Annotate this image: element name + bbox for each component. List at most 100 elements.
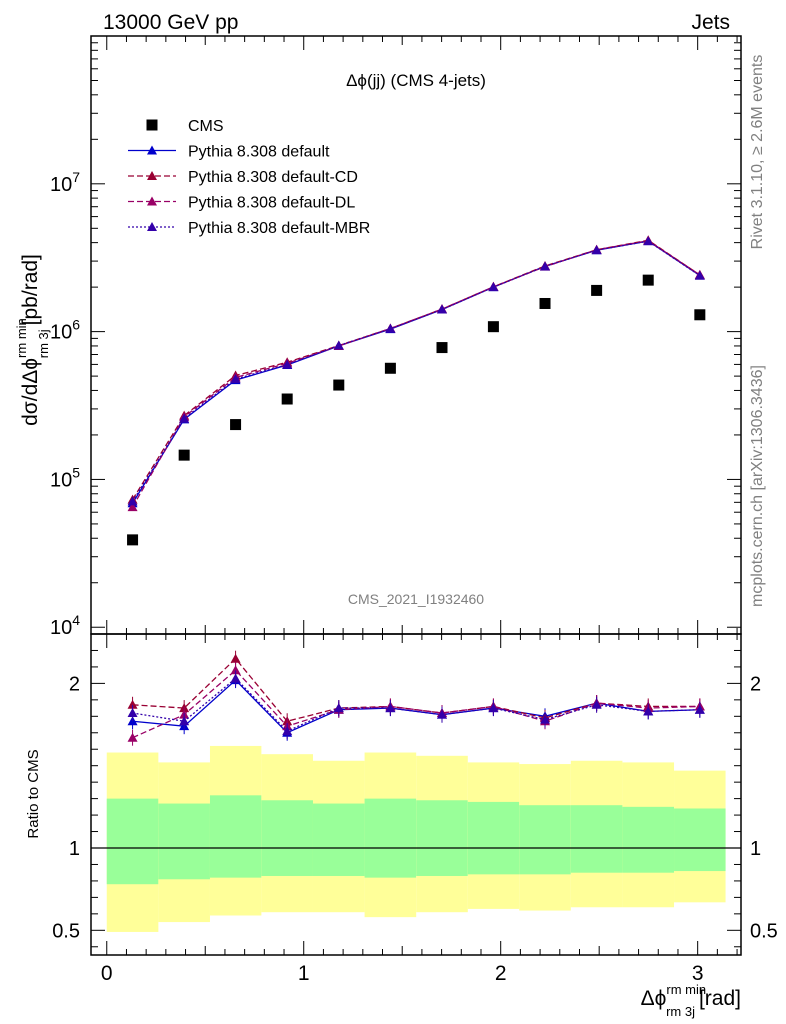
ratio-series-point [385, 703, 396, 713]
mc-series-point [437, 304, 447, 314]
green-band-bin [261, 800, 313, 876]
x-tick-label: 0 [101, 962, 113, 985]
mc-series-point [282, 359, 293, 369]
ratio-series-line [132, 679, 700, 734]
x-tick-label: 1 [298, 962, 310, 985]
y-tick-label: 107 [50, 169, 80, 196]
ratio-uncertainty-bands [106, 745, 726, 932]
green-band-bin [364, 798, 417, 878]
mc-series-point [127, 496, 138, 506]
legend-label: Pythia 8.308 default-CD [188, 169, 358, 186]
ratio-tick-label-left: 2 [69, 673, 80, 695]
green-band-bin [312, 803, 365, 876]
tick-labels: 0 1 2 3 104 105 106 107 0.5 0.5 1 1 2 2 [50, 169, 778, 985]
legend-marker [147, 171, 157, 180]
ratio-series-line [132, 677, 700, 732]
y-axis-label: dσ/dΔϕrm min rm 3j[pb/rad] [14, 254, 51, 426]
cms-data-point [591, 284, 603, 296]
mc-series-line [132, 239, 701, 500]
cms-data-point [127, 534, 139, 546]
mc-series-point [333, 340, 344, 350]
green-band-bin [416, 800, 468, 876]
green-band-bin [674, 808, 726, 872]
green-band-bin [570, 805, 623, 873]
mc-series-line [131, 240, 701, 508]
legend-label: CMS [188, 118, 224, 135]
header-process: Jets [691, 11, 730, 34]
y-tick-label: 106 [50, 317, 80, 344]
cms-data-point [642, 274, 654, 286]
header-energy: 13000 GeV pp [103, 11, 238, 34]
legend-label: Pythia 8.308 default [188, 144, 330, 161]
mc-series-point [488, 282, 499, 292]
cms-data-point [694, 309, 706, 321]
mc-series-point [385, 323, 396, 333]
ratio-frame [90, 633, 742, 956]
ratio-series-point [540, 714, 551, 724]
green-band-bin [622, 806, 675, 873]
cms-data-point [230, 419, 242, 431]
mc-series-point [127, 502, 138, 512]
mc-series-point [591, 245, 602, 255]
x-axis-label: Δϕrm min rm 3j[rad] [641, 982, 741, 1019]
cms-data-point [436, 342, 448, 354]
mc-series-point [230, 374, 241, 384]
mc-series-line [132, 240, 701, 502]
y-tick-label: 105 [50, 464, 80, 491]
ratio-tick-label-right: 1 [750, 838, 761, 860]
cms-data-point [384, 362, 396, 374]
ratio-tick-label-left: 0.5 [52, 920, 80, 942]
legend-marker [147, 145, 157, 155]
green-band-bin [158, 803, 210, 880]
axes-ticks [91, 35, 741, 955]
main-series-group [127, 235, 706, 546]
ratio-series-point [127, 732, 138, 742]
rivet-version: Rivet 3.1.10, ≥ 2.6M events [749, 55, 766, 250]
legend-marker [147, 222, 157, 231]
cms-data-point [281, 393, 293, 405]
watermark: CMS_2021_I1932460 [348, 591, 484, 607]
ratio-series-point [230, 673, 241, 683]
mc-series-point [179, 413, 190, 423]
ratio-series-point [230, 665, 241, 675]
ratio-series-point [437, 709, 447, 719]
legend-label: Pythia 8.308 default-MBR [188, 220, 370, 237]
ratio-tick-label-right: 0.5 [750, 920, 778, 942]
ratio-series-point [127, 699, 138, 709]
mc-series-line [132, 240, 701, 504]
ratio-series-point [230, 653, 241, 663]
green-band-bin [519, 805, 571, 875]
cms-data-point [487, 321, 499, 333]
ratio-tick-label-left: 1 [69, 838, 80, 860]
ratio-series-point [694, 704, 705, 714]
ratio-series-line [132, 657, 700, 722]
legend-cms-marker [146, 119, 158, 131]
ratio-series-point [127, 708, 138, 718]
chart-title: Δϕ(jj) (CMS 4-jets) [346, 71, 486, 90]
ratio-y-axis-label: Ratio to CMS [25, 749, 42, 838]
legend-marker [147, 196, 157, 206]
x-tick-label: 2 [495, 962, 507, 985]
ratio-series-point [333, 703, 344, 713]
y-tick-label: 104 [50, 612, 80, 639]
legend-label: Pythia 8.308 default-DL [188, 195, 355, 212]
cms-data-point [178, 449, 190, 461]
ratio-series-point [591, 699, 602, 709]
green-band-bin [106, 798, 159, 885]
x-tick-label: 3 [692, 962, 704, 985]
mcplots-credit: mcplots.cern.ch [arXiv:1306.3436] [749, 365, 766, 607]
ratio-series-group [127, 650, 705, 746]
cms-data-point [333, 379, 345, 391]
green-band-bin [467, 801, 520, 875]
mc-series-point [540, 261, 551, 271]
ratio-series-point [643, 706, 654, 716]
ratio-series-point [282, 726, 293, 736]
ratio-series-line [132, 669, 700, 739]
mc-series-point [643, 236, 654, 246]
mc-series-point [694, 270, 705, 280]
ratio-series-point [488, 703, 499, 713]
legend: CMS Pythia 8.308 default Pythia 8.308 defa… [128, 118, 370, 237]
